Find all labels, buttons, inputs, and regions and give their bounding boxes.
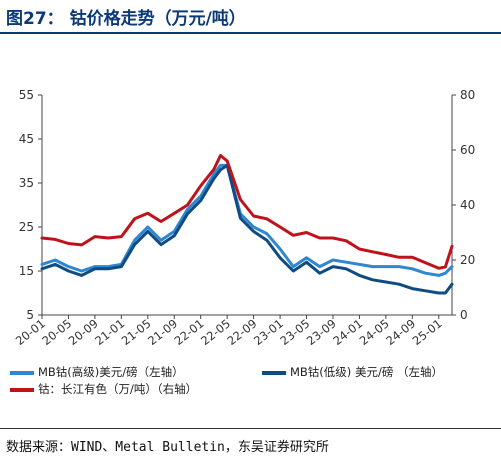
x-tick-label: 23-05 bbox=[277, 316, 312, 348]
left-tick-label: 55 bbox=[19, 88, 34, 102]
x-tick-label: 21-05 bbox=[119, 316, 154, 348]
x-tick-label: 21-01 bbox=[92, 316, 127, 348]
left-tick-label: 45 bbox=[19, 132, 34, 146]
right-tick-label: 80 bbox=[460, 88, 475, 102]
legend-label-changjiang: 钴：长江有色（万/吨）（右轴） bbox=[38, 382, 198, 396]
x-tick-label: 22-01 bbox=[172, 316, 207, 348]
right-tick-label: 0 bbox=[460, 308, 468, 322]
x-tick-label: 20-09 bbox=[66, 316, 101, 348]
legend-swatch-mb-high bbox=[10, 370, 34, 375]
source-note: 数据来源：WIND、Metal Bulletin，东吴证券研究所 bbox=[6, 440, 329, 455]
right-tick-label: 60 bbox=[460, 143, 475, 157]
left-tick-label: 5 bbox=[26, 308, 34, 322]
legend-label-mb-high: MB钴(高级)美元/磅（左轴） bbox=[38, 365, 184, 379]
title-rule bbox=[0, 32, 501, 34]
series-line-1 bbox=[40, 163, 454, 295]
left-tick-label: 35 bbox=[19, 176, 34, 190]
legend-label-mb-low: MB钴(低级) 美元/磅 （左轴） bbox=[290, 365, 443, 379]
x-tick-label: 24-09 bbox=[383, 316, 418, 348]
right-tick-label: 40 bbox=[460, 198, 475, 212]
x-tick-label: 22-09 bbox=[225, 316, 260, 348]
x-tick-label: 23-01 bbox=[251, 316, 286, 348]
left-tick-label: 25 bbox=[19, 220, 34, 234]
legend-swatch-mb-low bbox=[262, 370, 286, 375]
footer-rule bbox=[0, 428, 501, 429]
x-tick-label: 23-09 bbox=[304, 316, 339, 348]
x-tick-label: 24-01 bbox=[330, 316, 365, 348]
x-tick-label: 21-09 bbox=[145, 316, 180, 348]
legend-mb-high: MB钴(高级)美元/磅（左轴） bbox=[10, 364, 184, 380]
left-tick-label: 15 bbox=[19, 264, 34, 278]
series-line-2 bbox=[40, 154, 454, 270]
figure-title: 图27： 钴价格走势（万元/吨） bbox=[6, 9, 246, 29]
x-tick-label: 25-01 bbox=[410, 316, 445, 348]
legend-changjiang: 钴：长江有色（万/吨）（右轴） bbox=[10, 381, 197, 397]
series-line-0 bbox=[40, 163, 454, 277]
legend-mb-low: MB钴(低级) 美元/磅 （左轴） bbox=[262, 364, 443, 380]
x-tick-label: 22-05 bbox=[198, 316, 233, 348]
legend-swatch-changjiang bbox=[10, 387, 34, 392]
x-tick-label: 20-05 bbox=[39, 316, 74, 348]
right-tick-label: 20 bbox=[460, 253, 475, 267]
x-tick-label: 24-05 bbox=[357, 316, 392, 348]
